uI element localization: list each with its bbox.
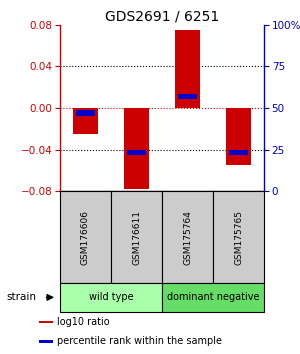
Title: GDS2691 / 6251: GDS2691 / 6251 [105,10,219,24]
Bar [60,191,111,283]
Bar [162,191,213,283]
Bar [76,110,95,115]
Text: GSM176611: GSM176611 [132,210,141,265]
Bar [60,283,162,312]
Text: GSM175764: GSM175764 [183,210,192,265]
Bar [111,191,162,283]
Text: dominant negative: dominant negative [167,292,259,302]
Bar [39,340,53,343]
Text: percentile rank within the sample: percentile rank within the sample [57,336,222,346]
Bar [229,150,248,155]
Text: GSM175765: GSM175765 [234,210,243,265]
Bar [213,191,264,283]
Bar [162,283,264,312]
Bar [178,94,197,99]
Text: strain: strain [6,292,36,302]
Text: log10 ratio: log10 ratio [57,317,110,327]
Bar [124,108,149,189]
Bar [175,30,200,108]
Bar [73,108,98,134]
Bar [226,108,251,165]
Bar [127,150,146,155]
Bar [39,321,53,324]
Text: wild type: wild type [89,292,133,302]
Text: GSM176606: GSM176606 [81,210,90,265]
